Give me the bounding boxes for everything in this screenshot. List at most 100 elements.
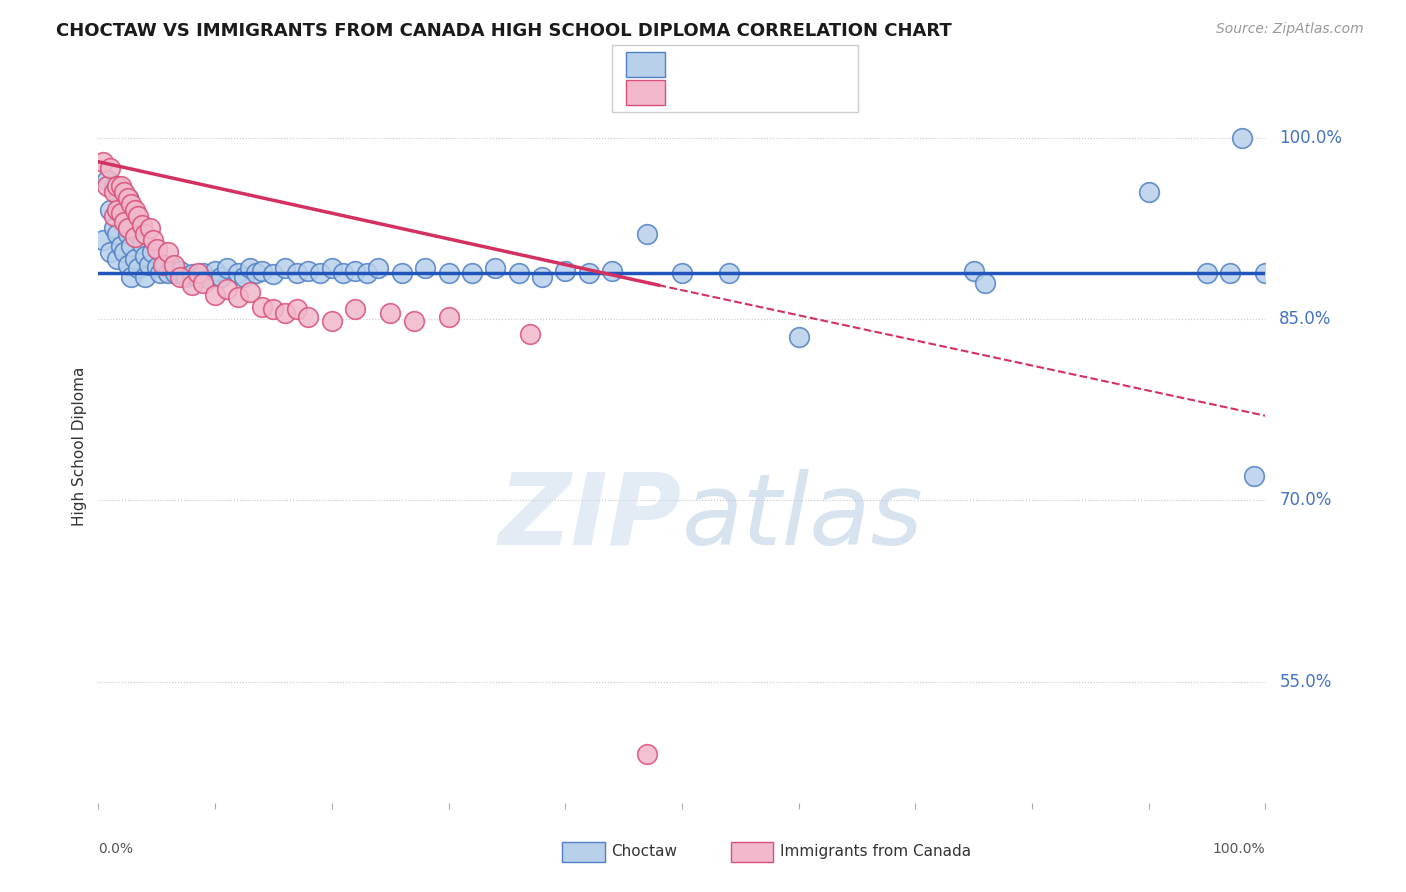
- Point: [163, 258, 186, 272]
- Text: 0.0%: 0.0%: [98, 842, 134, 855]
- Point: [309, 266, 332, 280]
- Point: [91, 154, 114, 169]
- Point: [165, 266, 187, 280]
- Point: [239, 261, 262, 276]
- Point: [180, 267, 202, 281]
- Point: [141, 245, 163, 260]
- Point: [1230, 130, 1253, 145]
- Point: [153, 258, 176, 272]
- Text: 85.0%: 85.0%: [1279, 310, 1331, 328]
- Point: [120, 197, 142, 211]
- Point: [332, 266, 354, 280]
- Point: [112, 245, 135, 260]
- Point: [98, 245, 121, 260]
- Point: [146, 242, 169, 256]
- Point: [124, 229, 146, 244]
- Point: [127, 209, 149, 223]
- Point: [96, 173, 118, 187]
- Point: [134, 249, 156, 263]
- Text: 55.0%: 55.0%: [1279, 673, 1331, 690]
- Point: [519, 326, 541, 341]
- Point: [204, 263, 226, 277]
- Point: [1195, 266, 1218, 280]
- Point: [321, 261, 343, 276]
- Point: [134, 269, 156, 284]
- Point: [787, 330, 810, 344]
- Point: [103, 185, 125, 199]
- Point: [233, 269, 256, 284]
- Point: [274, 261, 297, 276]
- Point: [149, 266, 172, 280]
- Point: [139, 221, 162, 235]
- Point: [91, 233, 114, 247]
- Point: [228, 290, 250, 304]
- Point: [1243, 469, 1265, 483]
- Point: [127, 261, 149, 276]
- Point: [105, 185, 128, 199]
- Point: [146, 260, 169, 274]
- Point: [600, 263, 623, 277]
- Point: [250, 263, 273, 277]
- Point: [103, 178, 125, 193]
- Point: [484, 261, 506, 276]
- Point: [193, 266, 215, 280]
- Point: [110, 197, 132, 211]
- Point: [380, 306, 402, 320]
- Point: [169, 263, 191, 277]
- Point: [437, 266, 460, 280]
- Text: 100.0%: 100.0%: [1213, 842, 1265, 855]
- Point: [461, 266, 484, 280]
- Point: [193, 276, 215, 290]
- Point: [131, 218, 153, 232]
- Point: [1254, 266, 1277, 280]
- Text: 100.0%: 100.0%: [1279, 128, 1343, 146]
- Point: [152, 258, 174, 272]
- Text: CHOCTAW VS IMMIGRANTS FROM CANADA HIGH SCHOOL DIPLOMA CORRELATION CHART: CHOCTAW VS IMMIGRANTS FROM CANADA HIGH S…: [56, 22, 952, 40]
- Text: Choctaw: Choctaw: [612, 845, 678, 859]
- Point: [127, 227, 149, 242]
- Point: [250, 300, 273, 314]
- Text: R =: R =: [679, 55, 716, 74]
- Point: [636, 747, 658, 762]
- Point: [112, 209, 135, 223]
- Point: [117, 221, 139, 235]
- Text: ZIP: ZIP: [499, 469, 682, 566]
- Text: -0.256: -0.256: [716, 84, 768, 102]
- Point: [285, 266, 308, 280]
- Text: 81: 81: [821, 55, 842, 74]
- Point: [717, 266, 740, 280]
- Point: [96, 178, 118, 193]
- Point: [391, 266, 413, 280]
- Point: [117, 227, 139, 242]
- Point: [344, 263, 367, 277]
- Point: [117, 258, 139, 272]
- Text: Immigrants from Canada: Immigrants from Canada: [780, 845, 972, 859]
- Point: [174, 269, 197, 284]
- Point: [297, 310, 319, 324]
- Point: [215, 282, 238, 296]
- Text: 45: 45: [821, 84, 842, 102]
- Point: [169, 269, 191, 284]
- Text: N =: N =: [768, 84, 821, 102]
- Point: [124, 215, 146, 229]
- Point: [321, 314, 343, 328]
- Point: [413, 261, 436, 276]
- Text: N =: N =: [768, 55, 821, 74]
- Point: [402, 314, 425, 328]
- Point: [1137, 185, 1160, 199]
- Point: [105, 178, 128, 193]
- Text: R =: R =: [679, 84, 716, 102]
- Point: [112, 185, 135, 199]
- Point: [239, 285, 262, 300]
- Text: 70.0%: 70.0%: [1279, 491, 1331, 509]
- Point: [110, 239, 132, 253]
- Point: [103, 209, 125, 223]
- Text: Source: ZipAtlas.com: Source: ZipAtlas.com: [1216, 22, 1364, 37]
- Point: [198, 272, 221, 286]
- Point: [974, 276, 997, 290]
- Point: [120, 269, 142, 284]
- Point: [262, 267, 284, 281]
- Point: [110, 205, 132, 219]
- Text: -0.009: -0.009: [716, 55, 768, 74]
- Point: [209, 269, 232, 284]
